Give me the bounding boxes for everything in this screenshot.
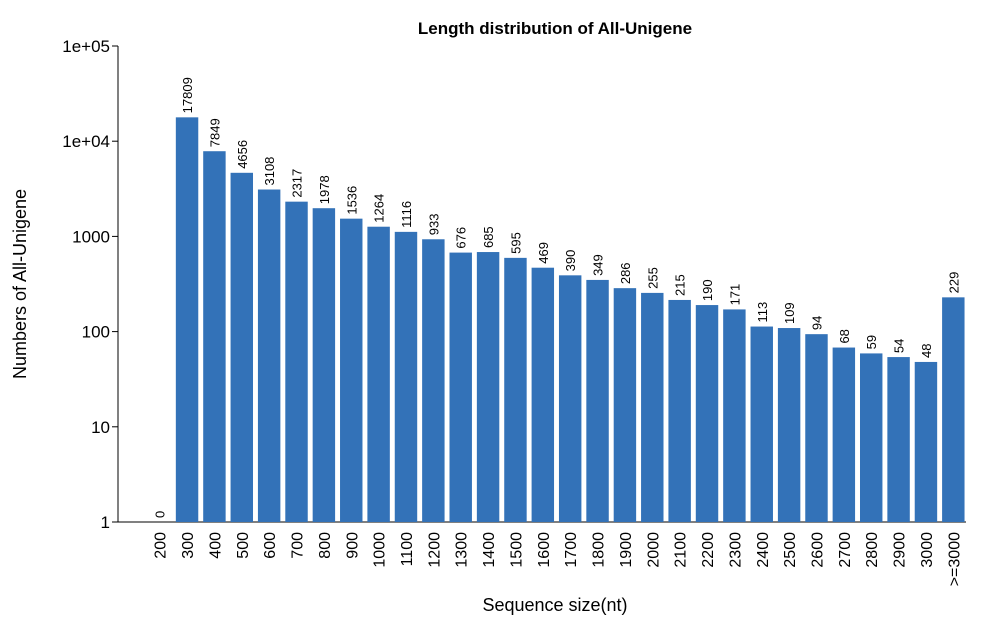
bar	[230, 172, 254, 522]
bar	[641, 292, 664, 522]
value-label: 17809	[180, 77, 195, 113]
value-label: 48	[919, 343, 934, 357]
x-tick-label: 2000	[645, 532, 662, 568]
value-label: 215	[673, 274, 688, 296]
chart-title: Length distribution of All-Unigene	[418, 19, 692, 38]
value-label: 685	[481, 226, 496, 248]
bar	[887, 357, 910, 522]
x-tick-label: 1700	[563, 532, 580, 568]
x-tick-label: 2500	[782, 532, 799, 568]
x-tick-label: 1200	[426, 532, 443, 568]
x-tick-label: 800	[317, 532, 334, 559]
bar	[449, 252, 472, 522]
y-tick-label: 10	[91, 418, 110, 437]
value-label: 113	[755, 302, 770, 323]
bar	[531, 267, 555, 522]
x-tick-label: 600	[262, 532, 279, 559]
bar	[942, 297, 965, 522]
value-label: 1116	[399, 201, 414, 228]
bar	[586, 279, 609, 522]
value-label: 676	[454, 227, 469, 249]
x-tick-label: 2100	[673, 532, 690, 568]
x-tick-label: 1100	[399, 532, 416, 567]
x-axis-title: Sequence size(nt)	[482, 595, 627, 615]
value-label: 1264	[372, 194, 387, 223]
bar	[695, 305, 719, 522]
x-tick-label: 2200	[700, 532, 717, 568]
bar	[312, 208, 336, 522]
bar	[750, 326, 773, 522]
bar	[777, 328, 801, 522]
x-tick-label: 3000	[919, 532, 936, 568]
bar	[203, 151, 226, 522]
y-tick-label: 100	[82, 323, 110, 342]
value-label: 3108	[262, 157, 277, 186]
y-tick-label: 1e+05	[62, 37, 110, 56]
value-label: 68	[837, 329, 852, 343]
x-tick-label: 2300	[727, 532, 744, 568]
x-tick-label: 1300	[454, 532, 471, 568]
bar	[613, 288, 637, 522]
x-tick-label: 1500	[508, 532, 525, 568]
value-label: 390	[563, 250, 578, 272]
y-tick-label: 1000	[72, 227, 110, 246]
x-tick-label: 2400	[755, 532, 772, 568]
value-label: 2317	[290, 169, 305, 198]
bar	[723, 309, 746, 522]
x-tick-label: 200	[153, 532, 170, 559]
x-tick-label: 1600	[536, 532, 553, 568]
value-label: 54	[892, 339, 907, 353]
bar	[394, 231, 418, 522]
value-label: 286	[618, 262, 633, 284]
value-label: 1536	[344, 186, 359, 215]
y-tick-label: 1	[101, 513, 110, 532]
bar	[558, 275, 582, 522]
value-label: 349	[591, 254, 606, 276]
bar	[285, 201, 308, 522]
bar	[422, 239, 445, 522]
bar	[367, 226, 390, 522]
x-tick-label: 1000	[372, 532, 389, 568]
bar	[476, 252, 500, 523]
value-label: 94	[809, 316, 824, 330]
value-label: 7849	[207, 118, 222, 147]
value-label: 469	[536, 242, 551, 264]
x-tick-label: 1900	[618, 532, 635, 568]
bar	[805, 334, 828, 522]
value-label: 595	[508, 232, 523, 254]
x-tick-label: 700	[290, 532, 307, 559]
bar	[504, 257, 527, 522]
bar	[832, 347, 856, 522]
bar	[175, 117, 199, 523]
x-tick-label: 2700	[837, 532, 854, 568]
x-tick-label: 400	[207, 532, 224, 559]
value-label: 229	[946, 272, 961, 294]
value-label: 255	[645, 267, 660, 289]
value-label: 1978	[317, 175, 332, 204]
x-tick-label: 900	[344, 532, 361, 559]
x-tick-label: >=3000	[946, 532, 963, 586]
value-label: 59	[864, 335, 879, 349]
x-tick-label: 300	[180, 532, 197, 559]
x-tick-label: 1800	[591, 532, 608, 568]
x-tick-label: 2800	[864, 532, 881, 568]
value-label: 4656	[235, 140, 250, 169]
x-tick-label: 2600	[809, 532, 826, 568]
x-tick-label: 2900	[892, 532, 909, 568]
y-axis-title: Numbers of All-Unigene	[10, 189, 30, 379]
x-tick-label: 1400	[481, 532, 498, 568]
value-label: 0	[153, 511, 168, 518]
value-label: 933	[426, 214, 441, 236]
value-label: 190	[700, 279, 715, 301]
bar	[859, 353, 883, 522]
x-tick-label: 500	[235, 532, 252, 559]
bar	[340, 218, 363, 522]
y-tick-label: 1e+04	[62, 132, 110, 151]
value-label: 171	[727, 284, 742, 306]
bar	[914, 361, 938, 522]
bar	[257, 189, 281, 522]
value-label: 109	[782, 302, 797, 324]
bar	[668, 299, 691, 522]
